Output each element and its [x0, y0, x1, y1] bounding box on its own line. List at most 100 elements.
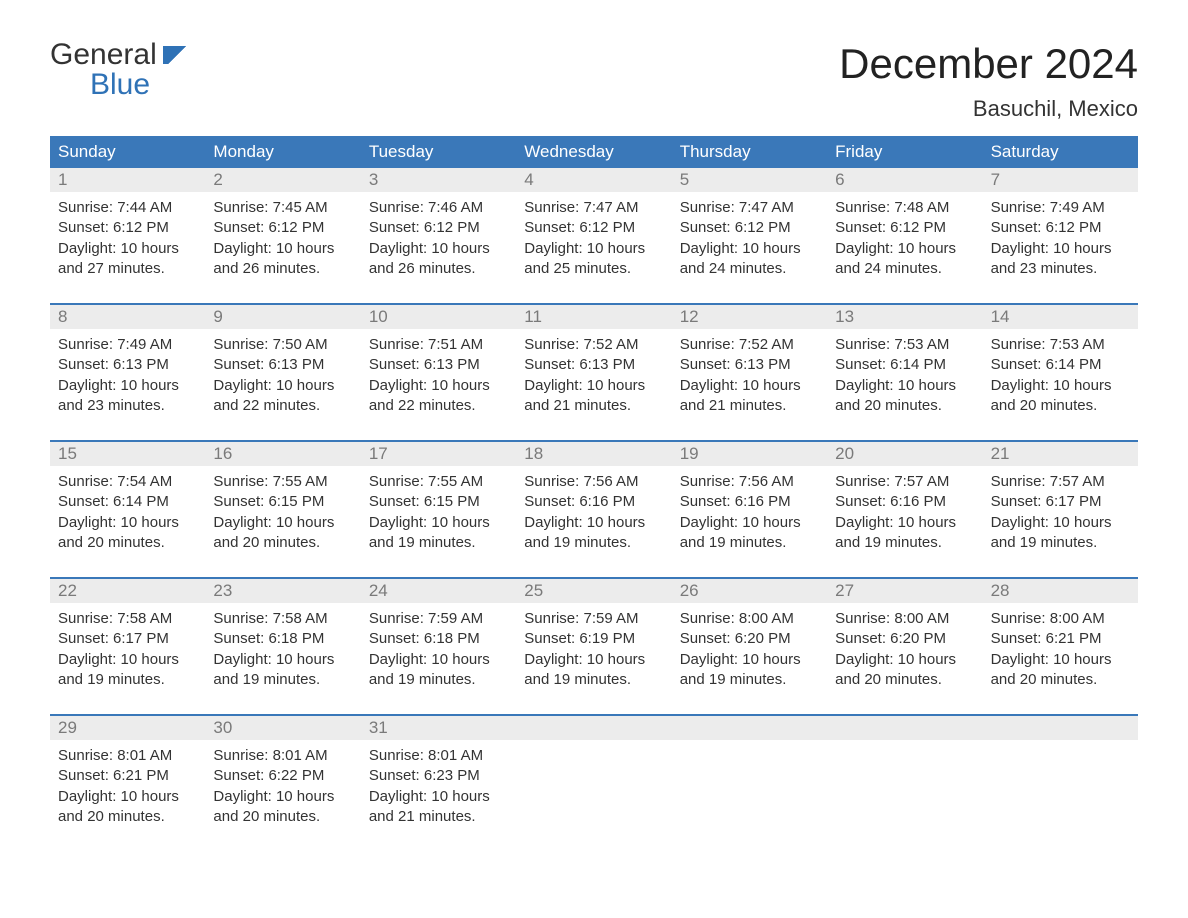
day-cell: Sunrise: 7:47 AMSunset: 6:12 PMDaylight:…: [672, 192, 827, 289]
day-cell: Sunrise: 7:50 AMSunset: 6:13 PMDaylight:…: [205, 329, 360, 426]
day-number: 11: [516, 305, 671, 329]
location-label: Basuchil, Mexico: [839, 96, 1138, 122]
sunrise-line: Sunrise: 7:55 AM: [213, 472, 352, 492]
calendar-week: 293031Sunrise: 8:01 AMSunset: 6:21 PMDay…: [50, 714, 1138, 837]
sunset-line: Sunset: 6:19 PM: [524, 629, 663, 649]
sunrise-line: Sunrise: 8:00 AM: [991, 609, 1130, 629]
daylight-line: Daylight: 10 hours and 25 minutes.: [524, 239, 663, 280]
daylight-line: Daylight: 10 hours and 19 minutes.: [213, 650, 352, 691]
sunrise-line: Sunrise: 7:49 AM: [58, 335, 197, 355]
weekday-header-row: Sunday Monday Tuesday Wednesday Thursday…: [50, 136, 1138, 168]
sunrise-line: Sunrise: 7:48 AM: [835, 198, 974, 218]
daylight-line: Daylight: 10 hours and 20 minutes.: [835, 376, 974, 417]
day-number: 1: [50, 168, 205, 192]
day-cell: Sunrise: 8:00 AMSunset: 6:20 PMDaylight:…: [672, 603, 827, 700]
sunset-line: Sunset: 6:14 PM: [991, 355, 1130, 375]
header: General Blue December 2024 Basuchil, Mex…: [50, 40, 1138, 122]
day-number: 13: [827, 305, 982, 329]
sunrise-line: Sunrise: 8:01 AM: [213, 746, 352, 766]
sunrise-line: Sunrise: 7:52 AM: [524, 335, 663, 355]
daylight-line: Daylight: 10 hours and 20 minutes.: [58, 787, 197, 828]
daylight-line: Daylight: 10 hours and 19 minutes.: [369, 513, 508, 554]
day-cell: Sunrise: 7:59 AMSunset: 6:18 PMDaylight:…: [361, 603, 516, 700]
daylight-line: Daylight: 10 hours and 22 minutes.: [213, 376, 352, 417]
day-number: 29: [50, 716, 205, 740]
day-number: 26: [672, 579, 827, 603]
day-number: 27: [827, 579, 982, 603]
daynum-row: 1234567: [50, 168, 1138, 192]
weekday-header: Wednesday: [516, 136, 671, 168]
sunset-line: Sunset: 6:12 PM: [369, 218, 508, 238]
daylight-line: Daylight: 10 hours and 19 minutes.: [524, 650, 663, 691]
day-cell: Sunrise: 7:52 AMSunset: 6:13 PMDaylight:…: [672, 329, 827, 426]
sunset-line: Sunset: 6:14 PM: [58, 492, 197, 512]
day-number: 20: [827, 442, 982, 466]
day-cell: Sunrise: 7:56 AMSunset: 6:16 PMDaylight:…: [516, 466, 671, 563]
calendar-week: 1234567Sunrise: 7:44 AMSunset: 6:12 PMDa…: [50, 168, 1138, 289]
daylight-line: Daylight: 10 hours and 26 minutes.: [369, 239, 508, 280]
daylight-line: Daylight: 10 hours and 19 minutes.: [835, 513, 974, 554]
day-cell: Sunrise: 8:01 AMSunset: 6:23 PMDaylight:…: [361, 740, 516, 837]
day-number: 15: [50, 442, 205, 466]
day-cell: Sunrise: 7:59 AMSunset: 6:19 PMDaylight:…: [516, 603, 671, 700]
sunrise-line: Sunrise: 7:44 AM: [58, 198, 197, 218]
day-cell: Sunrise: 7:46 AMSunset: 6:12 PMDaylight:…: [361, 192, 516, 289]
sunset-line: Sunset: 6:17 PM: [991, 492, 1130, 512]
sunset-line: Sunset: 6:12 PM: [58, 218, 197, 238]
day-cell: Sunrise: 7:45 AMSunset: 6:12 PMDaylight:…: [205, 192, 360, 289]
day-cell: Sunrise: 7:53 AMSunset: 6:14 PMDaylight:…: [827, 329, 982, 426]
sunset-line: Sunset: 6:13 PM: [369, 355, 508, 375]
sunset-line: Sunset: 6:14 PM: [835, 355, 974, 375]
day-number: 12: [672, 305, 827, 329]
sunrise-line: Sunrise: 7:56 AM: [680, 472, 819, 492]
weekday-header: Thursday: [672, 136, 827, 168]
sunrise-line: Sunrise: 8:01 AM: [58, 746, 197, 766]
sunrise-line: Sunrise: 8:00 AM: [835, 609, 974, 629]
sunset-line: Sunset: 6:13 PM: [524, 355, 663, 375]
day-cell: Sunrise: 7:55 AMSunset: 6:15 PMDaylight:…: [205, 466, 360, 563]
sunrise-line: Sunrise: 7:50 AM: [213, 335, 352, 355]
day-cell: Sunrise: 7:57 AMSunset: 6:17 PMDaylight:…: [983, 466, 1138, 563]
day-cell: Sunrise: 8:00 AMSunset: 6:21 PMDaylight:…: [983, 603, 1138, 700]
day-number: 4: [516, 168, 671, 192]
sunrise-line: Sunrise: 7:54 AM: [58, 472, 197, 492]
weekday-header: Tuesday: [361, 136, 516, 168]
day-number: 31: [361, 716, 516, 740]
day-cell: [983, 740, 1138, 837]
sunrise-line: Sunrise: 7:53 AM: [991, 335, 1130, 355]
daylight-line: Daylight: 10 hours and 20 minutes.: [991, 650, 1130, 691]
weeks-container: 1234567Sunrise: 7:44 AMSunset: 6:12 PMDa…: [50, 168, 1138, 837]
daylight-line: Daylight: 10 hours and 21 minutes.: [524, 376, 663, 417]
day-number: [983, 716, 1138, 740]
sunrise-line: Sunrise: 7:59 AM: [369, 609, 508, 629]
weekday-header: Monday: [205, 136, 360, 168]
day-number: 23: [205, 579, 360, 603]
logo-text-line1: General: [50, 40, 157, 70]
sunset-line: Sunset: 6:13 PM: [680, 355, 819, 375]
sunrise-line: Sunrise: 7:53 AM: [835, 335, 974, 355]
day-number: 25: [516, 579, 671, 603]
calendar: Sunday Monday Tuesday Wednesday Thursday…: [50, 136, 1138, 837]
calendar-week: 22232425262728Sunrise: 7:58 AMSunset: 6:…: [50, 577, 1138, 700]
sunset-line: Sunset: 6:12 PM: [680, 218, 819, 238]
sunrise-line: Sunrise: 7:45 AM: [213, 198, 352, 218]
sunrise-line: Sunrise: 7:47 AM: [524, 198, 663, 218]
day-cell: [672, 740, 827, 837]
sunrise-line: Sunrise: 7:46 AM: [369, 198, 508, 218]
day-number: 2: [205, 168, 360, 192]
day-number: 28: [983, 579, 1138, 603]
day-number: 18: [516, 442, 671, 466]
day-cell: Sunrise: 7:58 AMSunset: 6:17 PMDaylight:…: [50, 603, 205, 700]
day-cell: Sunrise: 7:52 AMSunset: 6:13 PMDaylight:…: [516, 329, 671, 426]
day-cell: [516, 740, 671, 837]
day-number: [516, 716, 671, 740]
month-title: December 2024: [839, 40, 1138, 88]
sunrise-line: Sunrise: 7:55 AM: [369, 472, 508, 492]
daynum-row: 22232425262728: [50, 579, 1138, 603]
daylight-line: Daylight: 10 hours and 20 minutes.: [58, 513, 197, 554]
sunset-line: Sunset: 6:21 PM: [991, 629, 1130, 649]
sunset-line: Sunset: 6:12 PM: [835, 218, 974, 238]
day-cell: Sunrise: 7:44 AMSunset: 6:12 PMDaylight:…: [50, 192, 205, 289]
day-cell: Sunrise: 7:54 AMSunset: 6:14 PMDaylight:…: [50, 466, 205, 563]
day-number: 6: [827, 168, 982, 192]
